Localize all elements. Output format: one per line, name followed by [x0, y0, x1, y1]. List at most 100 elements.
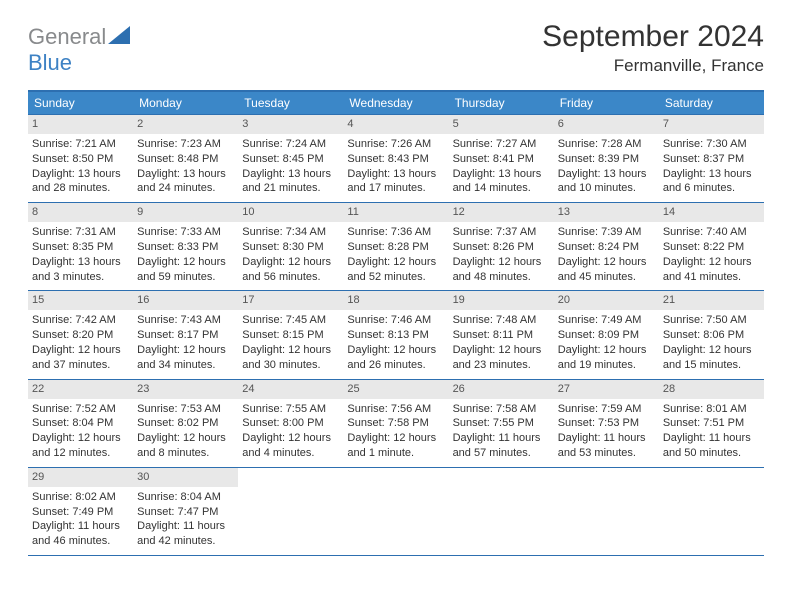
- daylight-text: Daylight: 12 hours: [137, 255, 234, 270]
- sunset-text: Sunset: 8:15 PM: [242, 328, 339, 343]
- day-number: 22: [28, 380, 133, 399]
- daylight-text: Daylight: 12 hours: [32, 343, 129, 358]
- sunrise-text: Sunrise: 7:43 AM: [137, 313, 234, 328]
- sunset-text: Sunset: 8:24 PM: [558, 240, 655, 255]
- day-cell: 12Sunrise: 7:37 AMSunset: 8:26 PMDayligh…: [449, 203, 554, 291]
- daylight-text: Daylight: 13 hours: [347, 167, 444, 182]
- daylight-text: Daylight: 11 hours: [32, 519, 129, 534]
- sunrise-text: Sunrise: 7:40 AM: [663, 225, 760, 240]
- logo-sail-icon: [108, 26, 130, 44]
- day-cell: 27Sunrise: 7:59 AMSunset: 7:53 PMDayligh…: [554, 380, 659, 468]
- header: GeneralBlue September 2024 Fermanville, …: [28, 20, 764, 76]
- sunset-text: Sunset: 8:20 PM: [32, 328, 129, 343]
- sunrise-text: Sunrise: 7:33 AM: [137, 225, 234, 240]
- day-cell: 2Sunrise: 7:23 AMSunset: 8:48 PMDaylight…: [133, 115, 238, 203]
- daylight-text: Daylight: 12 hours: [137, 431, 234, 446]
- day-header: Monday: [133, 92, 238, 115]
- sunrise-text: Sunrise: 8:01 AM: [663, 402, 760, 417]
- daylight-text: and 24 minutes.: [137, 181, 234, 196]
- location: Fermanville, France: [542, 56, 764, 76]
- daylight-text: and 6 minutes.: [663, 181, 760, 196]
- daylight-text: and 45 minutes.: [558, 270, 655, 285]
- daylight-text: Daylight: 12 hours: [453, 255, 550, 270]
- daylight-text: Daylight: 12 hours: [242, 255, 339, 270]
- month-title: September 2024: [542, 20, 764, 54]
- day-header: Thursday: [449, 92, 554, 115]
- sunset-text: Sunset: 8:09 PM: [558, 328, 655, 343]
- daylight-text: and 48 minutes.: [453, 270, 550, 285]
- sunrise-text: Sunrise: 7:24 AM: [242, 137, 339, 152]
- daylight-text: Daylight: 12 hours: [558, 343, 655, 358]
- daylight-text: and 14 minutes.: [453, 181, 550, 196]
- day-number: 26: [449, 380, 554, 399]
- day-number: 30: [133, 468, 238, 487]
- day-number: 23: [133, 380, 238, 399]
- day-cell: 6Sunrise: 7:28 AMSunset: 8:39 PMDaylight…: [554, 115, 659, 203]
- day-cell: 9Sunrise: 7:33 AMSunset: 8:33 PMDaylight…: [133, 203, 238, 291]
- daylight-text: and 42 minutes.: [137, 534, 234, 549]
- daylight-text: Daylight: 12 hours: [32, 431, 129, 446]
- sunrise-text: Sunrise: 8:02 AM: [32, 490, 129, 505]
- sunrise-text: Sunrise: 7:23 AM: [137, 137, 234, 152]
- daylight-text: and 1 minute.: [347, 446, 444, 461]
- daylight-text: and 19 minutes.: [558, 358, 655, 373]
- daylight-text: Daylight: 13 hours: [663, 167, 760, 182]
- day-cell: 5Sunrise: 7:27 AMSunset: 8:41 PMDaylight…: [449, 115, 554, 203]
- sunset-text: Sunset: 7:47 PM: [137, 505, 234, 520]
- sunset-text: Sunset: 8:11 PM: [453, 328, 550, 343]
- sunset-text: Sunset: 8:45 PM: [242, 152, 339, 167]
- day-header: Saturday: [659, 92, 764, 115]
- sunset-text: Sunset: 8:13 PM: [347, 328, 444, 343]
- daylight-text: and 12 minutes.: [32, 446, 129, 461]
- logo: GeneralBlue: [28, 24, 130, 76]
- day-header: Tuesday: [238, 92, 343, 115]
- empty-cell: [449, 468, 554, 556]
- day-cell: 15Sunrise: 7:42 AMSunset: 8:20 PMDayligh…: [28, 291, 133, 379]
- day-cell: 19Sunrise: 7:48 AMSunset: 8:11 PMDayligh…: [449, 291, 554, 379]
- daylight-text: and 23 minutes.: [453, 358, 550, 373]
- sunset-text: Sunset: 8:26 PM: [453, 240, 550, 255]
- sunset-text: Sunset: 7:51 PM: [663, 416, 760, 431]
- day-cell: 28Sunrise: 8:01 AMSunset: 7:51 PMDayligh…: [659, 380, 764, 468]
- sunrise-text: Sunrise: 7:55 AM: [242, 402, 339, 417]
- daylight-text: and 10 minutes.: [558, 181, 655, 196]
- daylight-text: Daylight: 12 hours: [137, 343, 234, 358]
- day-cell: 24Sunrise: 7:55 AMSunset: 8:00 PMDayligh…: [238, 380, 343, 468]
- sunrise-text: Sunrise: 8:04 AM: [137, 490, 234, 505]
- daylight-text: and 21 minutes.: [242, 181, 339, 196]
- day-cell: 11Sunrise: 7:36 AMSunset: 8:28 PMDayligh…: [343, 203, 448, 291]
- title-block: September 2024 Fermanville, France: [542, 20, 764, 76]
- logo-word2: Blue: [28, 50, 72, 75]
- day-number: 5: [449, 115, 554, 134]
- empty-cell: [659, 468, 764, 556]
- sunset-text: Sunset: 8:43 PM: [347, 152, 444, 167]
- day-header: Wednesday: [343, 92, 448, 115]
- sunrise-text: Sunrise: 7:34 AM: [242, 225, 339, 240]
- daylight-text: and 46 minutes.: [32, 534, 129, 549]
- day-number: 20: [554, 291, 659, 310]
- sunrise-text: Sunrise: 7:58 AM: [453, 402, 550, 417]
- sunrise-text: Sunrise: 7:30 AM: [663, 137, 760, 152]
- daylight-text: and 8 minutes.: [137, 446, 234, 461]
- day-number: 12: [449, 203, 554, 222]
- daylight-text: and 37 minutes.: [32, 358, 129, 373]
- day-number: 24: [238, 380, 343, 399]
- sunrise-text: Sunrise: 7:26 AM: [347, 137, 444, 152]
- day-cell: 3Sunrise: 7:24 AMSunset: 8:45 PMDaylight…: [238, 115, 343, 203]
- daylight-text: and 17 minutes.: [347, 181, 444, 196]
- day-cell: 29Sunrise: 8:02 AMSunset: 7:49 PMDayligh…: [28, 468, 133, 556]
- daylight-text: Daylight: 12 hours: [347, 255, 444, 270]
- day-number: 16: [133, 291, 238, 310]
- day-number: 28: [659, 380, 764, 399]
- daylight-text: and 52 minutes.: [347, 270, 444, 285]
- sunset-text: Sunset: 8:48 PM: [137, 152, 234, 167]
- daylight-text: Daylight: 13 hours: [453, 167, 550, 182]
- daylight-text: and 30 minutes.: [242, 358, 339, 373]
- day-cell: 14Sunrise: 7:40 AMSunset: 8:22 PMDayligh…: [659, 203, 764, 291]
- daylight-text: and 57 minutes.: [453, 446, 550, 461]
- daylight-text: and 53 minutes.: [558, 446, 655, 461]
- day-number: 21: [659, 291, 764, 310]
- day-number: 4: [343, 115, 448, 134]
- sunrise-text: Sunrise: 7:27 AM: [453, 137, 550, 152]
- day-cell: 7Sunrise: 7:30 AMSunset: 8:37 PMDaylight…: [659, 115, 764, 203]
